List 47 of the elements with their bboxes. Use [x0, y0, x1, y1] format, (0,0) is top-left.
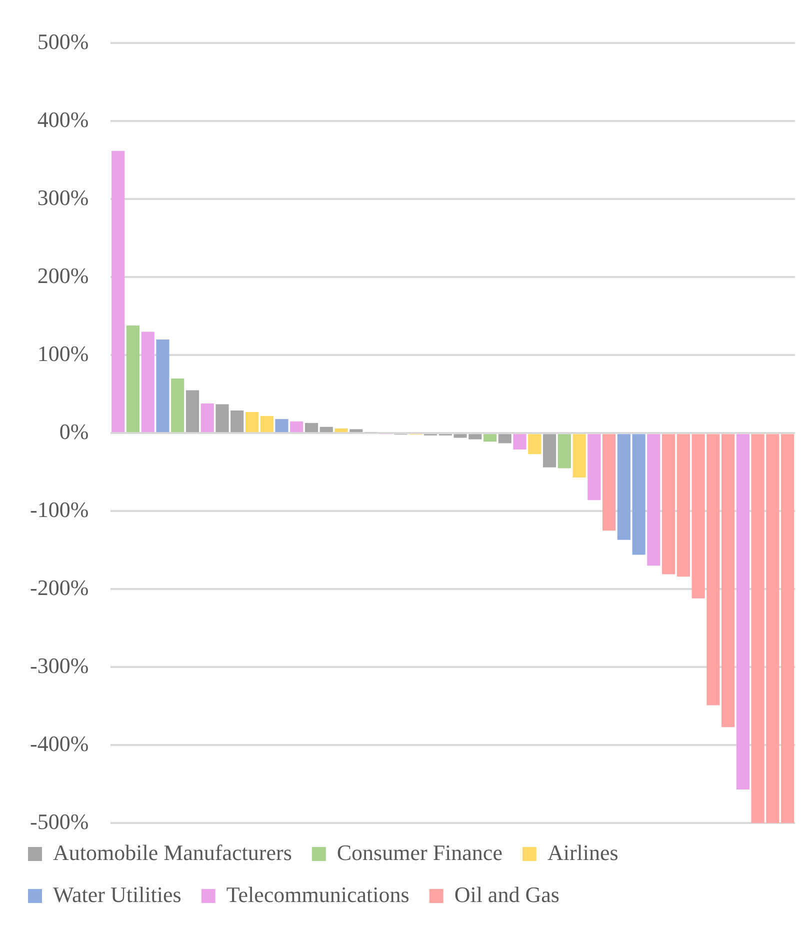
- bar: [676, 434, 690, 577]
- bar: [736, 434, 750, 790]
- bar: [304, 422, 318, 432]
- bar: [483, 434, 497, 442]
- bar: [112, 150, 125, 432]
- bar: [588, 434, 601, 500]
- bar: [290, 421, 304, 432]
- y-tick-label: -200%: [30, 574, 89, 600]
- bar: [647, 434, 660, 566]
- bar: [513, 434, 526, 450]
- bar: [542, 434, 556, 468]
- bar: [781, 434, 794, 823]
- bar: [334, 428, 348, 432]
- bar: [156, 340, 170, 432]
- bar: [260, 416, 274, 432]
- bar: [572, 434, 586, 478]
- legend-label: Telecommunications: [226, 882, 410, 907]
- bar: [662, 434, 676, 574]
- legend-label: Oil and Gas: [454, 882, 560, 907]
- bar: [528, 434, 542, 454]
- y-tick-label: 200%: [37, 262, 89, 288]
- y-tick-label: 400%: [37, 106, 89, 132]
- bar: [200, 403, 214, 432]
- bar: [186, 390, 200, 432]
- y-tick-label: 0%: [59, 418, 89, 444]
- bar: [602, 434, 616, 531]
- bar: [275, 419, 288, 432]
- bar: [126, 325, 140, 432]
- legend-label: Automobile Manufacturers: [53, 840, 292, 865]
- y-tick-label: -300%: [30, 652, 89, 678]
- y-tick-label: 500%: [37, 28, 89, 54]
- bar: [320, 426, 333, 432]
- bar: [722, 434, 735, 728]
- y-tick-label: 100%: [37, 340, 89, 366]
- bar: [245, 412, 259, 432]
- legend-label: Consumer Finance: [336, 840, 502, 865]
- bar: [171, 378, 184, 432]
- bar: [498, 434, 512, 444]
- y-tick-label: -100%: [30, 496, 89, 522]
- y-tick-label: 300%: [37, 184, 89, 210]
- bar: [350, 429, 363, 432]
- bar: [141, 332, 154, 432]
- y-tick-label: -400%: [30, 730, 89, 756]
- y-tick-label: -500%: [30, 808, 89, 834]
- legend-label: Airlines: [547, 840, 618, 865]
- bar: [558, 434, 571, 468]
- legend-label: Water Utilities: [53, 882, 182, 907]
